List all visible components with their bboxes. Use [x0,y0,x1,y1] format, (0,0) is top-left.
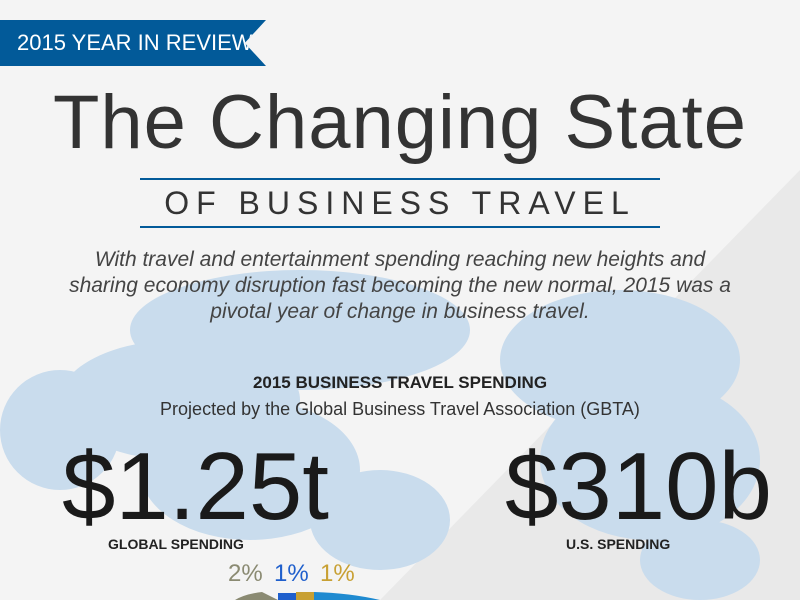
us-spending-label: U.S. SPENDING [566,536,671,552]
banner-text: 2015 YEAR IN REVIEW [17,30,253,55]
pie-arc [235,592,380,600]
section-source: Projected by the Global Business Travel … [160,399,640,419]
percent-label: 1% [320,560,355,587]
global-spending-value: $1.25t [62,433,329,540]
intro-text: With travel and entertainment spending r… [69,248,731,323]
page-subtitle: OF BUSINESS TRAVEL [140,178,660,228]
page-title: The Changing State [52,80,748,165]
global-spending-label: GLOBAL SPENDING [108,536,244,552]
percent-label: 2% [228,560,263,587]
section-heading: 2015 BUSINESS TRAVEL SPENDING [252,373,548,392]
year-in-review-banner: 2015 YEAR IN REVIEW [0,20,266,66]
percent-label: 1% [274,560,309,587]
us-spending-value: $310b [505,433,772,540]
